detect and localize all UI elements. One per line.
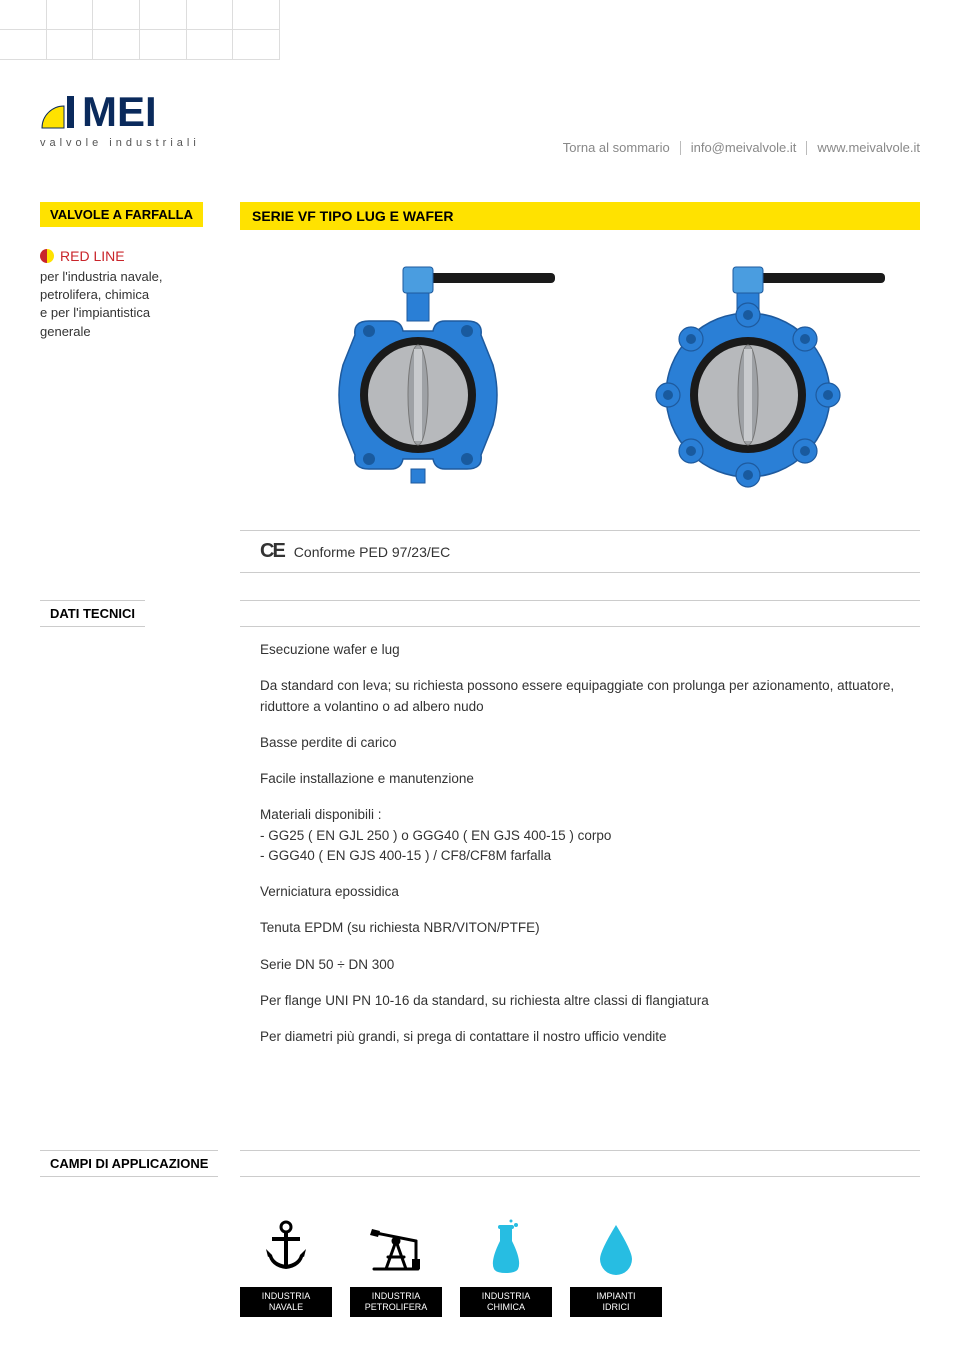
tech-p7: Tenuta EPDM (su richiesta NBR/VITON/PTFE… bbox=[260, 918, 900, 938]
rule bbox=[240, 1150, 920, 1151]
redline-icon bbox=[40, 249, 54, 263]
rule bbox=[240, 572, 920, 573]
app-label-petrolifera: INDUSTRIA PETROLIFERA bbox=[350, 1287, 442, 1317]
tech-p3: Basse perdite di carico bbox=[260, 733, 900, 753]
product-title: SERIE VF TIPO LUG E WAFER bbox=[240, 208, 453, 224]
rule bbox=[240, 530, 920, 531]
tech-p5-b: - GGG40 ( EN GJS 400-15 ) / CF8/CF8M far… bbox=[260, 848, 551, 863]
redline-label: RED LINE bbox=[40, 248, 220, 264]
mei-logo-icon: MEI bbox=[40, 80, 215, 135]
ce-text: Conforme PED 97/23/EC bbox=[294, 544, 450, 560]
app-label-navale: INDUSTRIA NAVALE bbox=[240, 1287, 332, 1317]
decorative-grid bbox=[0, 0, 280, 60]
tech-p1: Esecuzione wafer e lug bbox=[260, 640, 900, 660]
ce-mark-icon: CE bbox=[260, 540, 284, 563]
app-label-l1: IMPIANTI bbox=[596, 1291, 635, 1301]
svg-text:MEI: MEI bbox=[82, 88, 157, 135]
tech-p4: Facile installazione e manutenzione bbox=[260, 769, 900, 789]
wafer-valve-icon bbox=[295, 265, 555, 495]
ce-compliance: CE Conforme PED 97/23/EC bbox=[260, 540, 450, 563]
category-badge-wrap: VALVOLE A FARFALLA bbox=[40, 202, 220, 227]
app-label-l2: IDRICI bbox=[603, 1302, 630, 1312]
category-badge: VALVOLE A FARFALLA bbox=[40, 202, 203, 227]
redline-block: RED LINE per l'industria navale, petroli… bbox=[40, 248, 220, 341]
app-item-chimica: INDUSTRIA CHIMICA bbox=[460, 1215, 552, 1317]
tech-p5-a: - GG25 ( EN GJL 250 ) o GGG40 ( EN GJS 4… bbox=[260, 828, 611, 843]
app-label-idrici: IMPIANTI IDRICI bbox=[570, 1287, 662, 1317]
redline-desc-l3: e per l'impiantistica bbox=[40, 305, 150, 320]
app-item-idrici: IMPIANTI IDRICI bbox=[570, 1215, 662, 1317]
link-summary[interactable]: Torna al sommario bbox=[563, 140, 670, 155]
app-item-navale: INDUSTRIA NAVALE bbox=[240, 1215, 332, 1317]
header-links: Torna al sommario info@meivalvole.it www… bbox=[563, 140, 920, 155]
rule bbox=[240, 1176, 920, 1177]
page: MEI valvole industriali Torna al sommari… bbox=[0, 0, 960, 1367]
separator-icon bbox=[680, 141, 681, 155]
app-label-l2: NAVALE bbox=[269, 1302, 303, 1312]
app-label-l1: INDUSTRIA bbox=[262, 1291, 311, 1301]
redline-text: RED LINE bbox=[60, 248, 125, 264]
application-icons: INDUSTRIA NAVALE bbox=[240, 1215, 662, 1317]
pumpjack-icon bbox=[368, 1219, 424, 1275]
link-website[interactable]: www.meivalvole.it bbox=[817, 140, 920, 155]
tech-p8: Serie DN 50 ÷ DN 300 bbox=[260, 955, 900, 975]
app-label-l1: INDUSTRIA bbox=[372, 1291, 421, 1301]
tech-p10: Per diametri più grandi, si prega di con… bbox=[260, 1027, 900, 1047]
title-bar: SERIE VF TIPO LUG E WAFER bbox=[240, 202, 920, 230]
lug-valve-icon bbox=[625, 265, 885, 495]
brand-logo: MEI valvole industriali bbox=[40, 80, 215, 149]
product-images bbox=[260, 250, 920, 510]
app-label-l1: INDUSTRIA bbox=[482, 1291, 531, 1301]
flask-icon bbox=[478, 1219, 534, 1275]
app-label-chimica: INDUSTRIA CHIMICA bbox=[460, 1287, 552, 1317]
redline-desc-l2: petrolifera, chimica bbox=[40, 287, 149, 302]
redline-description: per l'industria navale, petrolifera, chi… bbox=[40, 268, 220, 341]
app-label-l2: PETROLIFERA bbox=[365, 1302, 428, 1312]
link-email[interactable]: info@meivalvole.it bbox=[691, 140, 797, 155]
droplet-icon bbox=[588, 1219, 644, 1275]
rule bbox=[240, 626, 920, 627]
tech-body: Esecuzione wafer e lug Da standard con l… bbox=[260, 640, 900, 1063]
tech-p2: Da standard con leva; su richiesta posso… bbox=[260, 676, 900, 717]
section-apps-label: CAMPI DI APPLICAZIONE bbox=[40, 1150, 218, 1177]
app-item-petrolifera: INDUSTRIA PETROLIFERA bbox=[350, 1215, 442, 1317]
redline-desc-l4: generale bbox=[40, 324, 91, 339]
redline-desc-l1: per l'industria navale, bbox=[40, 269, 162, 284]
app-label-l2: CHIMICA bbox=[487, 1302, 525, 1312]
section-tech-label: DATI TECNICI bbox=[40, 600, 145, 627]
tech-p6: Verniciatura epossidica bbox=[260, 882, 900, 902]
rule bbox=[240, 600, 920, 601]
tech-p9: Per flange UNI PN 10-16 da standard, su … bbox=[260, 991, 900, 1011]
anchor-icon bbox=[258, 1219, 314, 1275]
separator-icon bbox=[806, 141, 807, 155]
tech-p5: Materiali disponibili : - GG25 ( EN GJL … bbox=[260, 805, 900, 866]
section-tech-label-wrap: DATI TECNICI bbox=[40, 600, 220, 627]
tech-p5-lead: Materiali disponibili : bbox=[260, 807, 382, 822]
section-apps-label-wrap: CAMPI DI APPLICAZIONE bbox=[40, 1150, 220, 1177]
brand-tagline: valvole industriali bbox=[40, 137, 215, 149]
